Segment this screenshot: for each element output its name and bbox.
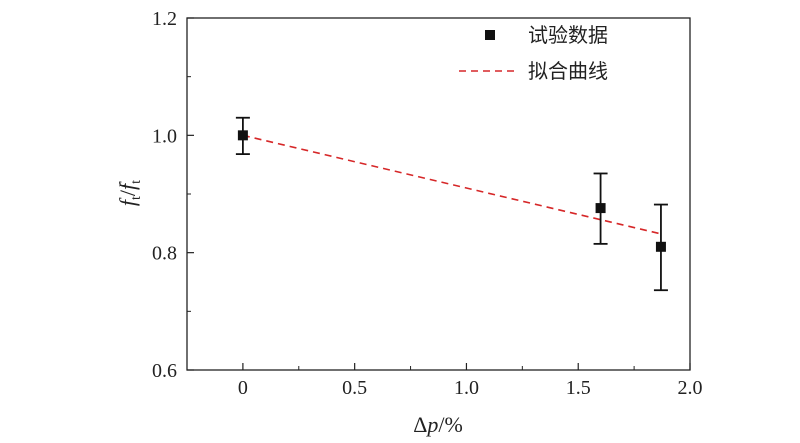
y-tick-label: 0.6 [152, 360, 177, 382]
x-axis-title: Δp/% [413, 412, 463, 437]
x-tick-label: 0 [238, 377, 248, 399]
fit-curve-line [242, 134, 662, 235]
data-marker [237, 130, 248, 141]
legend-label-test-data: 试验数据 [528, 23, 608, 47]
data-points-layer [235, 116, 668, 292]
data-marker [655, 241, 666, 252]
y-tick-label: 1.2 [152, 8, 177, 30]
fit-line-layer [242, 134, 662, 235]
data-point [653, 203, 668, 292]
x-tick-label: 1.5 [566, 377, 591, 399]
legend: 试验数据 拟合曲线 [459, 23, 608, 83]
y-tick-label: 1.0 [152, 125, 177, 147]
legend-marker-test-data [485, 30, 495, 40]
plot-frame [186, 17, 691, 371]
data-marker [595, 203, 606, 214]
x-tick-label: 1.0 [454, 377, 479, 399]
y-axis-title: ft/ftr [114, 180, 144, 206]
tick-labels: 0 0.5 1.0 1.5 2.0 0.6 0.8 1.0 1.2 [152, 8, 703, 399]
x-tick-label: 2.0 [678, 377, 703, 399]
legend-label-fit-curve: 拟合曲线 [528, 59, 608, 83]
data-point [235, 116, 250, 156]
y-tick-label: 0.8 [152, 243, 177, 265]
data-point [593, 172, 608, 245]
x-tick-label: 0.5 [342, 377, 367, 399]
axis-ticks [186, 17, 691, 371]
plot-border [186, 17, 691, 371]
